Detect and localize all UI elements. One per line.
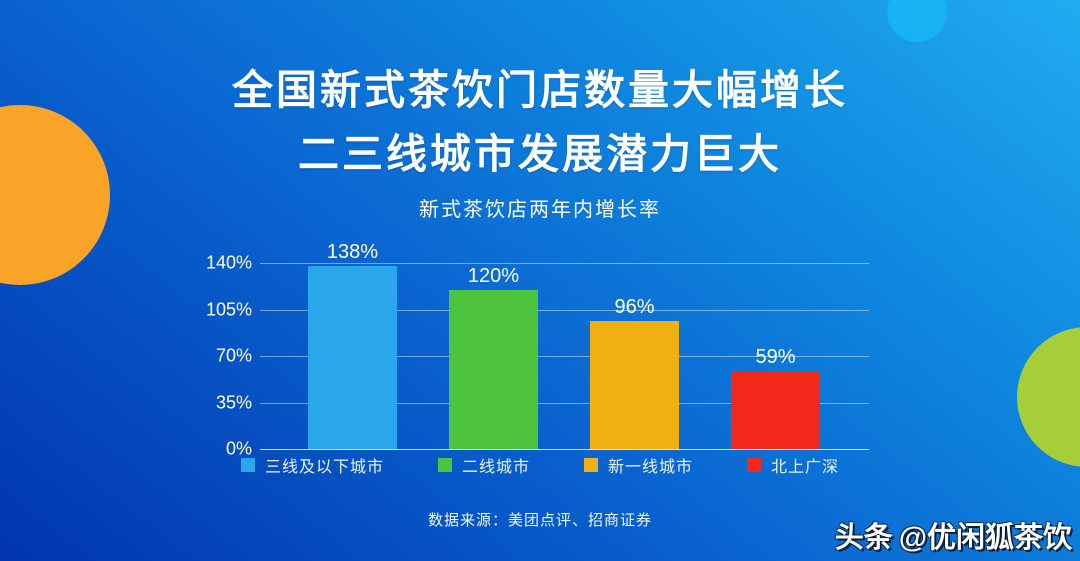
y-axis-tick-140%: 140% <box>205 252 252 273</box>
legend-label: 二线城市 <box>461 459 530 476</box>
legend-label: 三线及以下城市 <box>264 459 384 476</box>
data-source-note: 数据来源：美团点评、招商证券 <box>427 512 652 529</box>
bar-value-label-新一线城市: 96% <box>614 296 655 319</box>
y-axis-tick-105%: 105% <box>205 299 252 319</box>
legend-item-北上广深: 北上广深 <box>747 453 839 477</box>
legend-swatch-icon <box>584 458 598 472</box>
gridline-140% <box>260 263 869 264</box>
watermark-brand: 头条 <box>834 522 893 554</box>
y-axis-tick-0%: 0% <box>225 438 252 459</box>
legend-label: 北上广深 <box>771 459 840 476</box>
gridline-70% <box>260 356 869 357</box>
y-axis-tick-70%: 70% <box>215 345 252 366</box>
legend-swatch-icon <box>437 458 452 472</box>
bar-北上广深 <box>731 370 820 449</box>
legend-item-二线城市: 二线城市 <box>437 453 530 477</box>
bar-value-label-三线及以下城市: 138% <box>326 240 379 263</box>
bar-三线及以下城市 <box>308 265 397 449</box>
main-title-line-2: 二三线城市发展潜力巨大 <box>298 131 782 177</box>
gridline-105% <box>260 309 869 311</box>
bar-value-label-北上广深: 59% <box>755 345 796 368</box>
y-axis-tick-35%: 35% <box>215 392 252 412</box>
bar-新一线城市 <box>590 321 679 449</box>
bar-value-label-二线城市: 120% <box>467 264 520 287</box>
bar-二线城市 <box>449 289 538 449</box>
chart-legend: 三线及以下城市 二线城市 新一线城市 北上广深 <box>0 453 1080 477</box>
publisher-watermark: 头条 @优闲狐茶饮 <box>835 514 1072 556</box>
gridline-0% <box>260 449 869 450</box>
chart-title: 新式茶饮店两年内增长率 <box>419 199 661 221</box>
legend-swatch-icon <box>240 458 255 472</box>
gridline-35% <box>260 402 869 404</box>
legend-item-三线及以下城市: 三线及以下城市 <box>240 453 384 477</box>
watermark-handle: @优闲狐茶饮 <box>898 522 1072 554</box>
main-title-line-1: 全国新式茶饮门店数量大幅增长 <box>232 67 848 113</box>
legend-label: 新一线城市 <box>608 459 694 476</box>
legend-item-新一线城市: 新一线城市 <box>584 453 693 477</box>
legend-swatch-icon <box>747 458 762 472</box>
